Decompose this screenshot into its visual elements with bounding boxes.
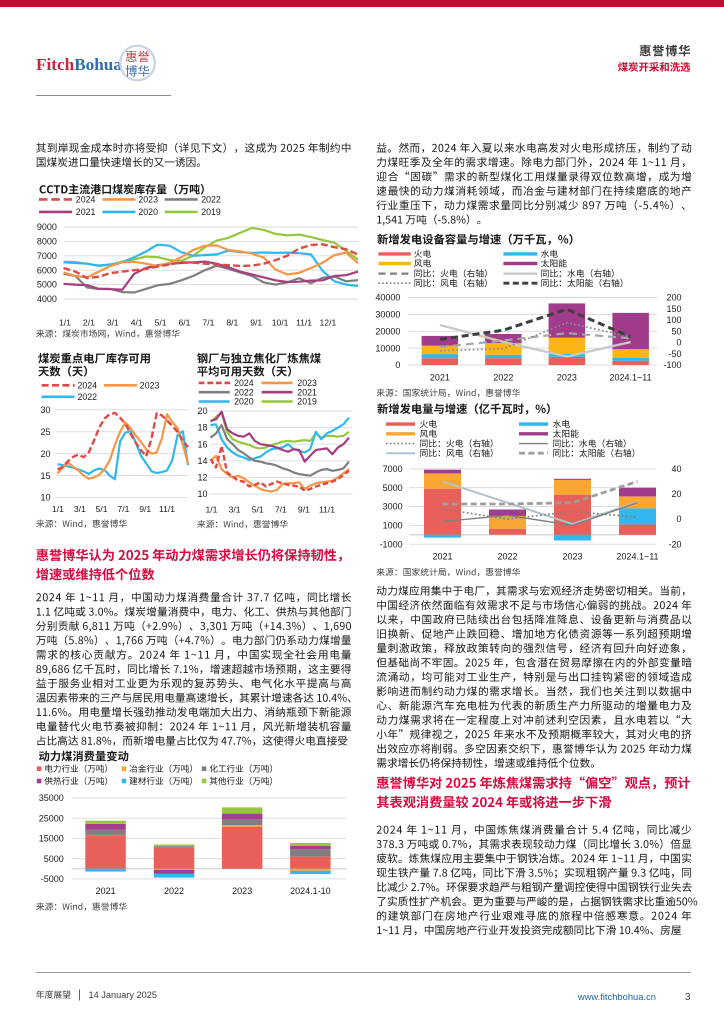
svg-text:2021: 2021 <box>96 886 116 896</box>
svg-text:4000: 4000 <box>37 294 57 304</box>
svg-text:5/1: 5/1 <box>96 504 108 514</box>
svg-text:10/1: 10/1 <box>272 317 289 327</box>
svg-text:10: 10 <box>197 489 207 499</box>
svg-text:2024: 2024 <box>78 381 98 391</box>
svg-text:12: 12 <box>197 473 207 483</box>
svg-text:-5000: -5000 <box>41 874 64 884</box>
svg-text:-100: -100 <box>663 360 681 370</box>
svg-text:8/1: 8/1 <box>226 317 238 327</box>
svg-text:3: 3 <box>685 992 691 1003</box>
svg-text:2020: 2020 <box>138 207 158 217</box>
svg-text:7/1: 7/1 <box>202 317 214 327</box>
svg-text:2021: 2021 <box>76 207 96 217</box>
svg-text:2022: 2022 <box>164 886 184 896</box>
svg-text:2023: 2023 <box>140 381 160 391</box>
svg-text:8000: 8000 <box>37 237 57 247</box>
svg-text:7000: 7000 <box>383 464 403 474</box>
svg-text:-50: -50 <box>668 349 681 359</box>
svg-text:3/1: 3/1 <box>229 504 241 514</box>
svg-text:2024.1~11: 2024.1~11 <box>610 372 652 382</box>
svg-text:2024: 2024 <box>234 378 254 388</box>
svg-text:FitchBohua: FitchBohua <box>36 55 122 74</box>
svg-text:1/1: 1/1 <box>52 504 64 514</box>
svg-text:3/1: 3/1 <box>107 317 119 327</box>
svg-text:10: 10 <box>40 493 50 503</box>
svg-text:2021: 2021 <box>430 372 450 382</box>
svg-text:-20: -20 <box>668 539 681 549</box>
svg-text:20: 20 <box>671 489 681 499</box>
svg-text:6000: 6000 <box>37 265 57 275</box>
svg-text:www.fitchbohua.cn: www.fitchbohua.cn <box>577 991 656 1002</box>
svg-text:30: 30 <box>40 405 50 415</box>
svg-text:20000: 20000 <box>375 326 400 336</box>
svg-text:12/1: 12/1 <box>320 317 337 327</box>
svg-text:2019: 2019 <box>201 207 221 217</box>
svg-text:16: 16 <box>197 439 207 449</box>
svg-text:20: 20 <box>40 449 50 459</box>
svg-text:5000: 5000 <box>37 280 57 290</box>
svg-text:7000: 7000 <box>37 251 57 261</box>
svg-text:18: 18 <box>197 423 207 433</box>
svg-text:10000: 10000 <box>375 343 400 353</box>
svg-text:6/1: 6/1 <box>179 317 191 327</box>
svg-text:2023: 2023 <box>297 378 317 388</box>
svg-text:3000: 3000 <box>383 502 403 512</box>
svg-text:50: 50 <box>671 326 681 336</box>
svg-text:150: 150 <box>666 304 681 314</box>
svg-text:7/1: 7/1 <box>275 504 287 514</box>
svg-text:7/1: 7/1 <box>117 504 129 514</box>
svg-text:200: 200 <box>666 293 681 303</box>
svg-text:0: 0 <box>676 338 681 348</box>
svg-text:2022: 2022 <box>493 372 513 382</box>
svg-text:1/1: 1/1 <box>59 317 71 327</box>
svg-text:-1000: -1000 <box>380 539 403 549</box>
svg-text:2020: 2020 <box>234 397 254 407</box>
svg-text:5000: 5000 <box>44 854 64 864</box>
svg-text:0: 0 <box>395 360 400 370</box>
svg-text:5/1: 5/1 <box>252 504 264 514</box>
svg-text:2019: 2019 <box>297 397 317 407</box>
svg-text:2024.1-10: 2024.1-10 <box>290 886 331 896</box>
svg-text:11/1: 11/1 <box>319 504 335 514</box>
svg-text:40: 40 <box>671 464 681 474</box>
svg-text:2/1: 2/1 <box>83 317 95 327</box>
svg-text:4/1: 4/1 <box>131 317 143 327</box>
svg-text:9/1: 9/1 <box>139 504 151 514</box>
svg-text:15: 15 <box>40 471 50 481</box>
svg-text:40000: 40000 <box>375 293 400 303</box>
svg-text:2022: 2022 <box>201 195 221 205</box>
svg-text:2023: 2023 <box>557 372 577 382</box>
svg-text:2021: 2021 <box>432 552 452 562</box>
svg-text:14 January 2025: 14 January 2025 <box>89 990 157 1000</box>
svg-text:25000: 25000 <box>39 813 64 823</box>
svg-text:35000: 35000 <box>39 793 64 803</box>
svg-text:2022: 2022 <box>78 392 98 402</box>
svg-text:15000: 15000 <box>39 834 64 844</box>
svg-text:20: 20 <box>197 406 207 416</box>
svg-text:11/1: 11/1 <box>296 317 312 327</box>
svg-text:5000: 5000 <box>383 483 403 493</box>
svg-text:14: 14 <box>197 456 207 466</box>
svg-text:0: 0 <box>676 514 681 524</box>
svg-text:9/1: 9/1 <box>298 504 310 514</box>
svg-text:100: 100 <box>666 315 681 325</box>
svg-text:2022: 2022 <box>497 552 517 562</box>
svg-text:25: 25 <box>40 427 50 437</box>
svg-text:2022: 2022 <box>234 387 254 397</box>
svg-text:30000: 30000 <box>375 310 400 320</box>
svg-text:3/1: 3/1 <box>74 504 86 514</box>
svg-text:5/1: 5/1 <box>155 317 167 327</box>
svg-text:9000: 9000 <box>37 222 57 232</box>
svg-text:2023: 2023 <box>562 552 582 562</box>
svg-text:2023: 2023 <box>232 886 252 896</box>
svg-text:2023: 2023 <box>138 195 158 205</box>
svg-text:2024.1~11: 2024.1~11 <box>616 552 658 562</box>
svg-text:2021: 2021 <box>297 387 317 397</box>
svg-text:2024: 2024 <box>76 195 96 205</box>
svg-text:9/1: 9/1 <box>250 317 262 327</box>
svg-text:1/1: 1/1 <box>206 504 218 514</box>
svg-text:1000: 1000 <box>383 521 403 531</box>
svg-text:11/1: 11/1 <box>159 504 175 514</box>
